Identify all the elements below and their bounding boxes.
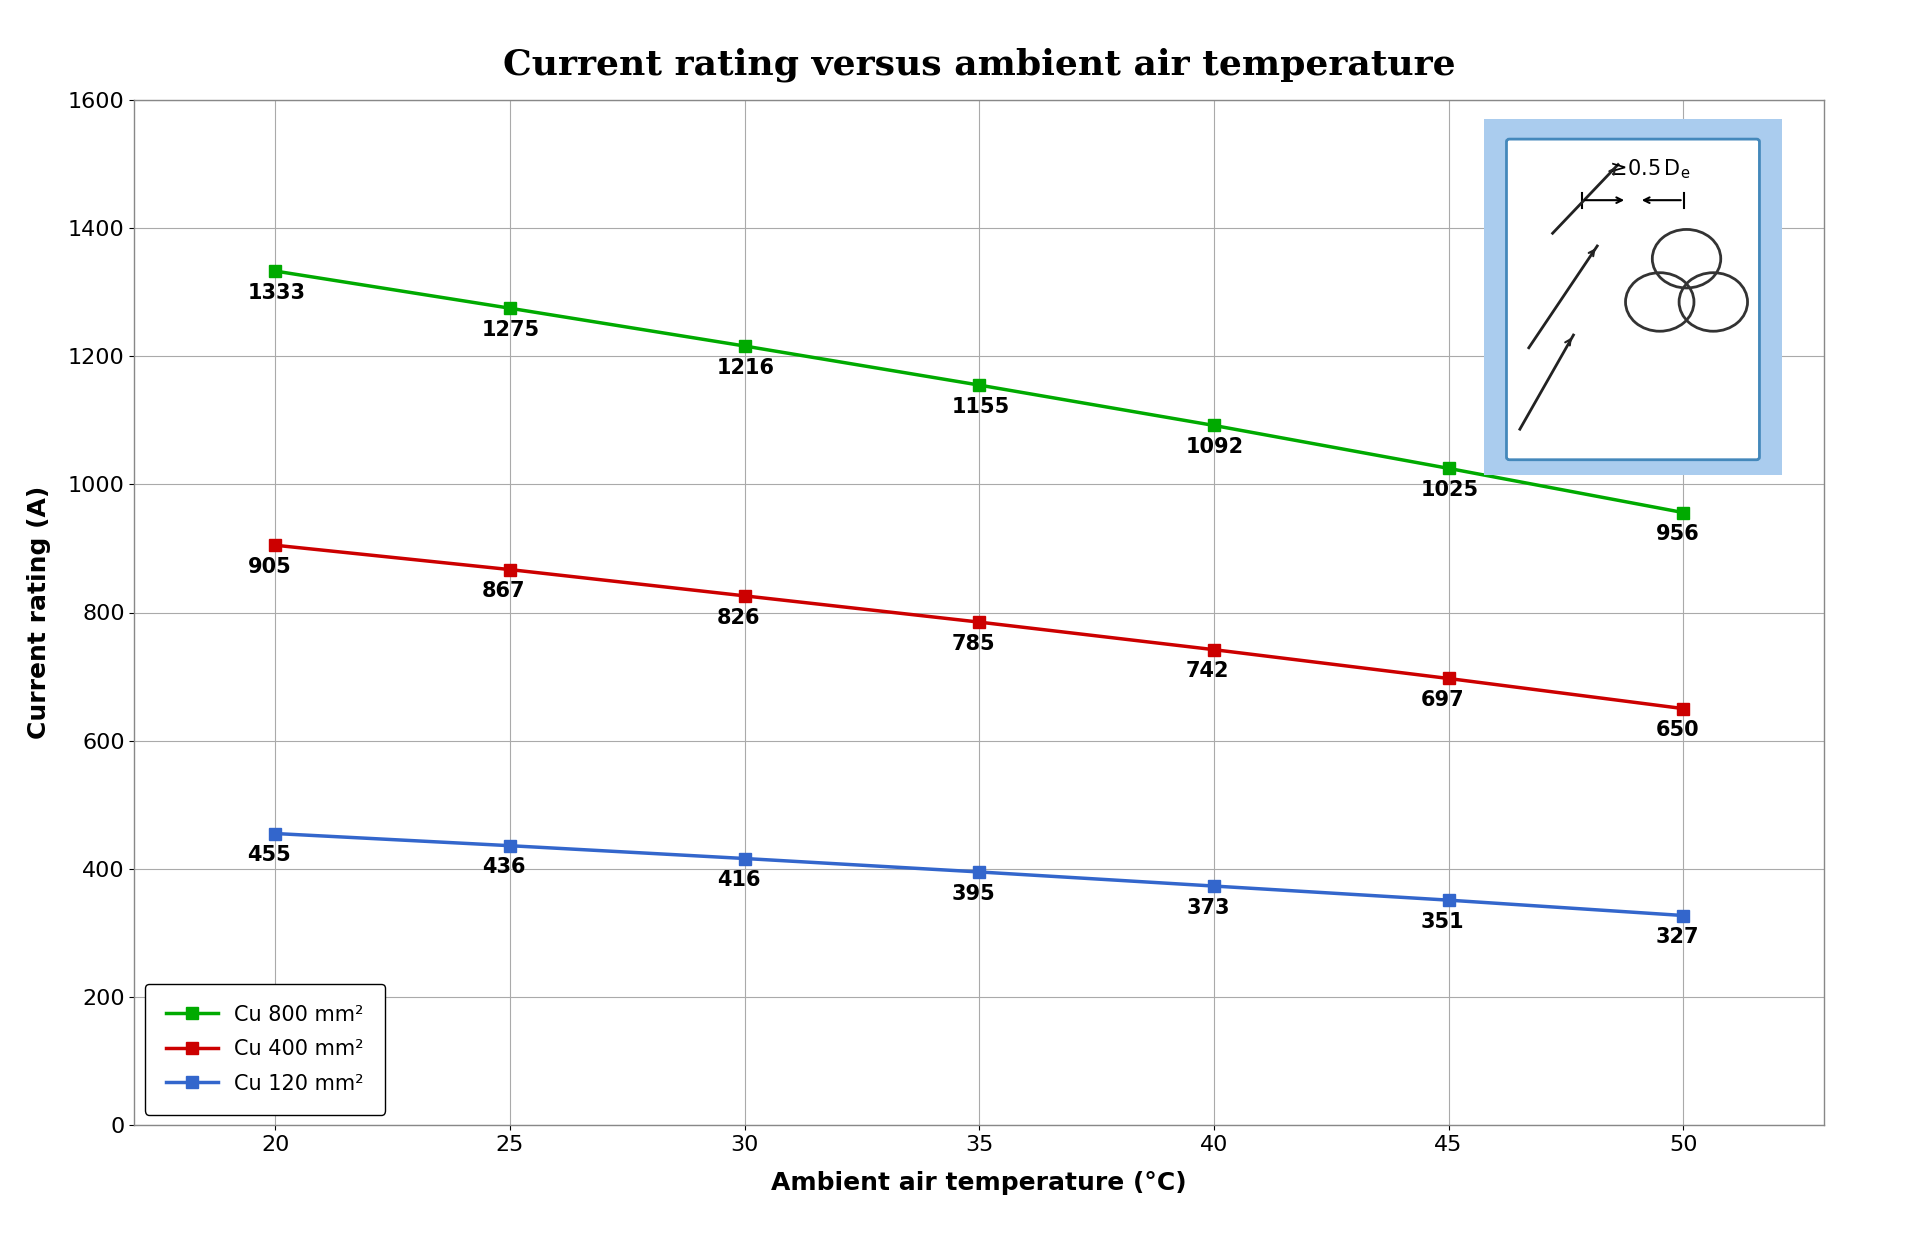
- Text: 1155: 1155: [952, 396, 1010, 416]
- Legend: Cu 800 mm², Cu 400 mm², Cu 120 mm²: Cu 800 mm², Cu 400 mm², Cu 120 mm²: [144, 984, 384, 1115]
- Cu 120 mm²: [1436, 892, 1459, 908]
- Text: 351: 351: [1421, 912, 1465, 932]
- Text: 416: 416: [716, 870, 760, 890]
- Text: 697: 697: [1421, 690, 1465, 710]
- Cu 400 mm²: [499, 562, 522, 578]
- Text: 395: 395: [952, 884, 995, 904]
- Text: 1216: 1216: [716, 357, 776, 377]
- Cu 120 mm²: [1672, 908, 1695, 922]
- FancyBboxPatch shape: [1507, 139, 1759, 460]
- Cu 800 mm²: [968, 378, 991, 392]
- Text: 650: 650: [1655, 720, 1699, 740]
- Cu 400 mm²: [263, 538, 286, 552]
- Text: 1025: 1025: [1421, 480, 1478, 500]
- Cu 120 mm²: [1202, 879, 1225, 894]
- X-axis label: Ambient air temperature (°C): Ambient air temperature (°C): [772, 1171, 1187, 1195]
- Cu 800 mm²: [263, 264, 286, 279]
- Title: Current rating versus ambient air temperature: Current rating versus ambient air temper…: [503, 48, 1455, 82]
- Cu 400 mm²: [968, 615, 991, 630]
- Cu 120 mm²: [968, 865, 991, 880]
- FancyBboxPatch shape: [1478, 114, 1788, 480]
- Cu 800 mm²: [1436, 461, 1459, 476]
- Text: 373: 373: [1187, 898, 1229, 918]
- Cu 120 mm²: [499, 839, 522, 854]
- Cu 120 mm²: [733, 851, 756, 866]
- Cu 800 mm²: [1202, 418, 1225, 432]
- Cu 120 mm²: [263, 826, 286, 841]
- Text: 956: 956: [1655, 524, 1699, 544]
- Cu 400 mm²: [1672, 701, 1695, 716]
- Text: 455: 455: [248, 845, 292, 865]
- Text: 742: 742: [1187, 661, 1229, 681]
- Cu 400 mm²: [1202, 642, 1225, 658]
- Text: 867: 867: [482, 581, 526, 601]
- Text: 1275: 1275: [482, 320, 540, 340]
- Text: 436: 436: [482, 858, 526, 878]
- Y-axis label: Current rating (A): Current rating (A): [27, 486, 52, 739]
- Text: 826: 826: [716, 608, 760, 628]
- Text: 785: 785: [952, 634, 995, 654]
- Cu 800 mm²: [1672, 505, 1695, 520]
- Text: 1092: 1092: [1187, 438, 1244, 458]
- Line: Cu 400 mm²: Cu 400 mm²: [269, 539, 1690, 715]
- Text: $\geq\!0.5\,\mathrm{D_e}$: $\geq\!0.5\,\mathrm{D_e}$: [1605, 158, 1690, 181]
- Line: Cu 800 mm²: Cu 800 mm²: [269, 265, 1690, 519]
- Text: 1333: 1333: [248, 282, 305, 302]
- Text: 327: 327: [1655, 928, 1699, 948]
- Cu 400 mm²: [733, 589, 756, 604]
- Line: Cu 120 mm²: Cu 120 mm²: [269, 828, 1690, 921]
- Cu 800 mm²: [733, 339, 756, 354]
- Text: 905: 905: [248, 558, 292, 578]
- Cu 400 mm²: [1436, 671, 1459, 686]
- Cu 800 mm²: [499, 301, 522, 316]
